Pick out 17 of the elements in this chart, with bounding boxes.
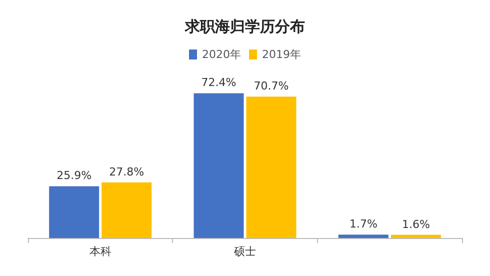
bar xyxy=(338,234,388,238)
legend-label: 2020年 xyxy=(202,48,242,61)
data-label: 72.4% xyxy=(201,76,236,90)
data-label: 70.7% xyxy=(254,80,289,93)
legend-label: 2019年 xyxy=(262,48,301,61)
x-tick-label: 硕士 xyxy=(233,245,256,258)
data-label: 25.9% xyxy=(56,169,92,182)
data-label: 27.8% xyxy=(109,165,144,178)
bar xyxy=(102,182,152,238)
data-label: 1.6% xyxy=(402,218,430,231)
x-tick-label: 本科 xyxy=(89,245,112,258)
data-label: 1.7% xyxy=(349,218,378,231)
chart-title: 求职海归学历分布 xyxy=(184,18,305,36)
bar xyxy=(246,96,296,238)
bar xyxy=(194,93,244,238)
bar xyxy=(49,186,100,238)
bar xyxy=(390,234,441,238)
